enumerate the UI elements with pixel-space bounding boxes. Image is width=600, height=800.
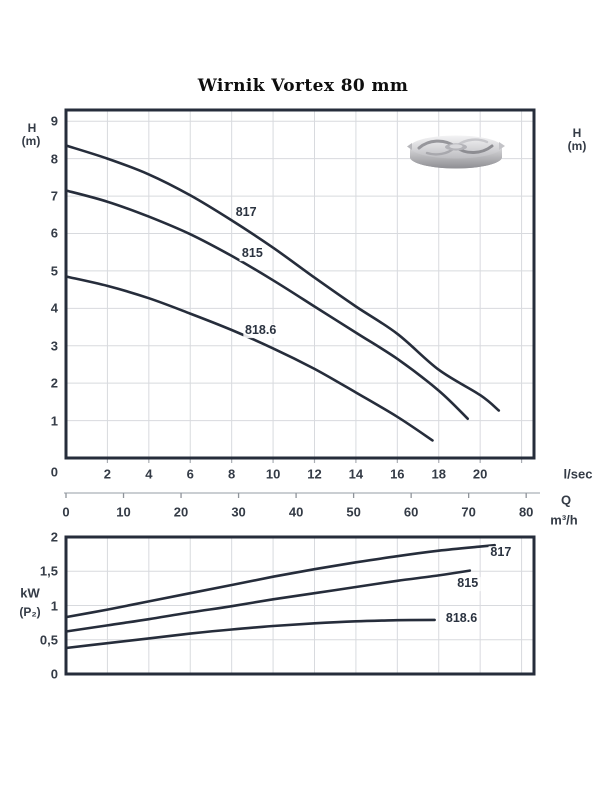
vortex-impeller-photo-icon: [407, 135, 505, 169]
page-title: Wirnik Vortex 80 mm: [197, 76, 409, 96]
impeller-image: [406, 127, 506, 171]
